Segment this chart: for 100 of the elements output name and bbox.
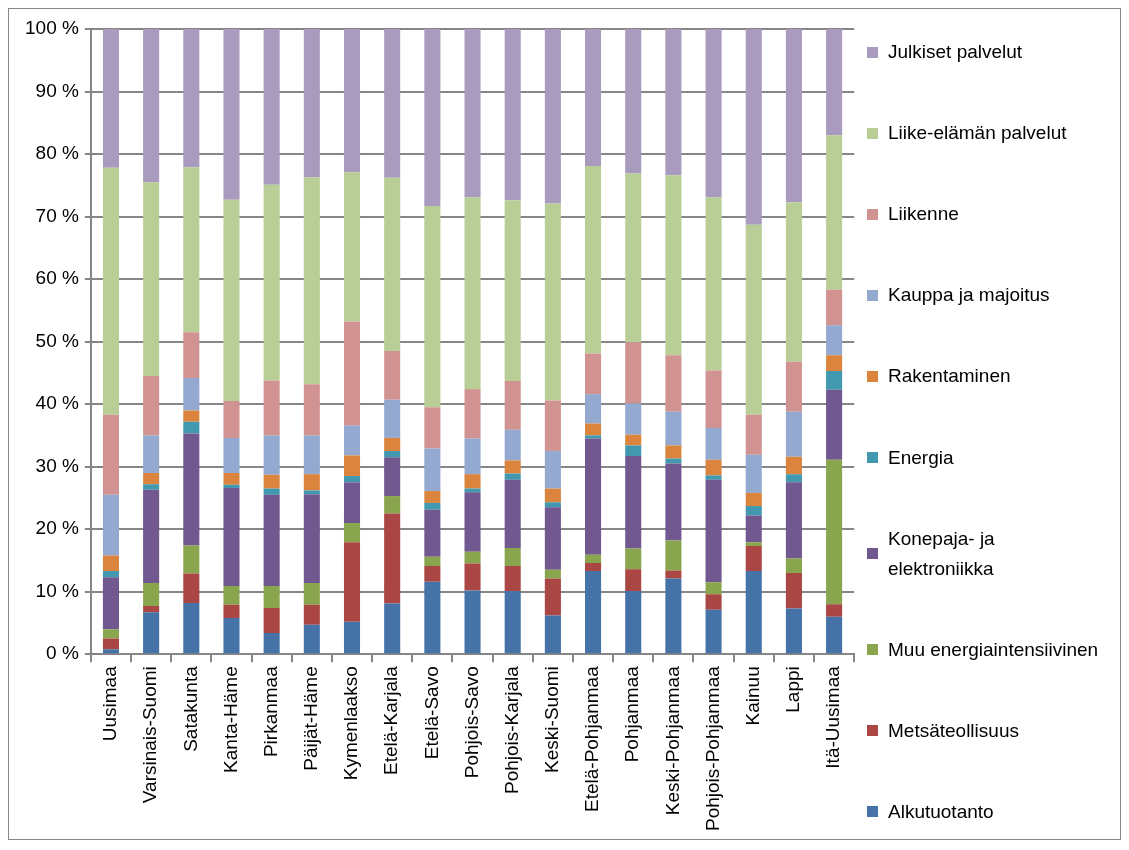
bar	[223, 586, 240, 605]
bar	[705, 427, 722, 460]
bar	[625, 342, 642, 404]
bar	[544, 507, 561, 570]
bar	[544, 615, 561, 654]
bar	[705, 475, 722, 480]
bar	[223, 199, 240, 402]
bar	[826, 616, 843, 654]
bar	[826, 29, 843, 136]
bar	[263, 29, 280, 185]
bar	[183, 410, 200, 422]
x-tick-label: Päijät-Häme	[300, 666, 322, 771]
x-tick-label: Lappi	[782, 666, 804, 713]
bar	[625, 548, 642, 570]
bar	[785, 482, 802, 559]
bar	[303, 582, 320, 605]
bar	[464, 590, 481, 654]
x-tick-label: Pohjois-Karjala	[500, 665, 522, 795]
bar	[263, 184, 280, 381]
bar	[223, 604, 240, 618]
y-tick-label: 10 %	[35, 579, 79, 601]
bar	[343, 455, 361, 477]
bar	[504, 381, 521, 430]
bar	[745, 515, 762, 543]
bar	[263, 474, 280, 489]
bar	[464, 29, 481, 198]
bar	[384, 603, 401, 654]
x-tick-label: Etelä-Savo	[420, 666, 442, 760]
bar	[343, 476, 361, 483]
bar	[263, 607, 280, 633]
bar	[826, 355, 843, 371]
x-tick-label: Varsinais-Suomi	[139, 666, 161, 804]
legend-label: Konepaja- ja elektroniikka	[888, 526, 996, 581]
bar	[384, 496, 401, 514]
bar	[303, 435, 320, 475]
bar	[745, 454, 762, 493]
x-tick-label: Kainuu	[741, 666, 763, 726]
bar	[785, 558, 802, 573]
bar	[263, 380, 280, 436]
bar	[665, 29, 682, 176]
bar	[223, 617, 240, 654]
bar	[544, 569, 561, 579]
bar	[102, 649, 119, 654]
bar	[384, 351, 401, 400]
y-tick-label: 100 %	[25, 17, 79, 39]
bar	[303, 624, 320, 654]
x-tick-label: Etelä-Karjala	[380, 665, 402, 776]
bar	[143, 182, 160, 377]
bar	[303, 29, 320, 178]
bar	[143, 582, 160, 607]
bar	[384, 437, 401, 452]
x-tick-label: Keski-Suomi	[541, 666, 563, 773]
bar	[223, 487, 240, 587]
bar	[424, 502, 441, 510]
bar	[504, 473, 521, 480]
bar	[785, 608, 802, 654]
legend-label: Metsäteollisuus	[888, 718, 1020, 743]
bar	[504, 460, 521, 474]
bar	[303, 474, 320, 491]
bar	[424, 407, 441, 449]
bar	[585, 554, 602, 563]
bar	[183, 573, 200, 603]
bar	[343, 29, 361, 173]
legend-label: Alkutuotanto	[888, 800, 995, 824]
bar	[745, 506, 762, 516]
bar	[665, 411, 682, 446]
bar	[183, 602, 200, 654]
bar	[745, 571, 762, 654]
bar	[585, 562, 602, 572]
bar	[424, 448, 441, 492]
bar	[384, 399, 401, 438]
bar	[585, 394, 602, 424]
bar	[785, 202, 802, 362]
legend-label: Muu energiaintensiivinen	[888, 637, 1100, 662]
y-tick-label: 80 %	[35, 142, 79, 164]
x-tick-label: Kymenlaakso	[340, 666, 362, 781]
x-tick-label: Pohjanmaa	[621, 665, 643, 763]
x-tick-label: Etelä-Pohjanmaa	[581, 665, 603, 812]
bar	[544, 203, 561, 401]
x-tick-label: Keski-Pohjanmaa	[661, 665, 683, 816]
bar	[303, 490, 320, 495]
bar	[665, 458, 682, 464]
bar	[705, 29, 722, 198]
bar	[785, 572, 802, 609]
bar	[625, 173, 642, 343]
y-tick-label: 60 %	[35, 267, 79, 289]
bar	[384, 513, 401, 604]
bar	[705, 197, 722, 371]
bar	[705, 594, 722, 610]
bar	[143, 484, 160, 490]
bar	[102, 414, 119, 495]
x-tick-label: Pohjois-Savo	[460, 666, 482, 779]
bar	[143, 489, 160, 583]
bar	[544, 488, 561, 503]
bar	[343, 522, 361, 543]
bar	[424, 29, 441, 206]
bar	[585, 438, 602, 555]
bar	[183, 421, 200, 434]
bar	[143, 376, 160, 436]
bar	[745, 224, 762, 415]
